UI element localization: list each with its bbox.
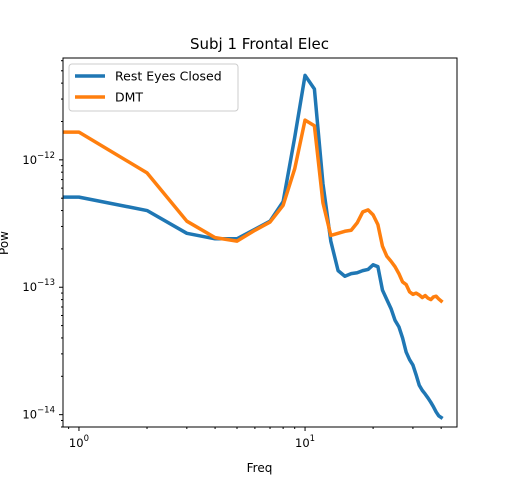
- y-axis-label: Pow: [0, 231, 11, 255]
- x-tick-label-1: 101: [295, 434, 315, 450]
- x-axis-label: Freq: [247, 461, 273, 475]
- series-line-1: [63, 118, 444, 304]
- plot-area: 100 101 10−14 10−13 10−12 Rest Eyes Closed DMT: [22, 57, 458, 450]
- legend: Rest Eyes Closed DMT: [68, 63, 239, 112]
- legend-box: [68, 63, 239, 112]
- chart-title: Subj 1 Frontal Elec: [190, 35, 329, 53]
- axes-frame: [62, 57, 458, 428]
- x-tick-label-0: 100: [69, 434, 89, 450]
- y-tick-label-1: 10−13: [22, 278, 55, 294]
- y-tick-label-2: 10−12: [22, 151, 55, 167]
- legend-label-1: DMT: [115, 90, 143, 105]
- legend-label-0: Rest Eyes Closed: [115, 69, 222, 84]
- y-tick-label-0: 10−14: [22, 406, 55, 422]
